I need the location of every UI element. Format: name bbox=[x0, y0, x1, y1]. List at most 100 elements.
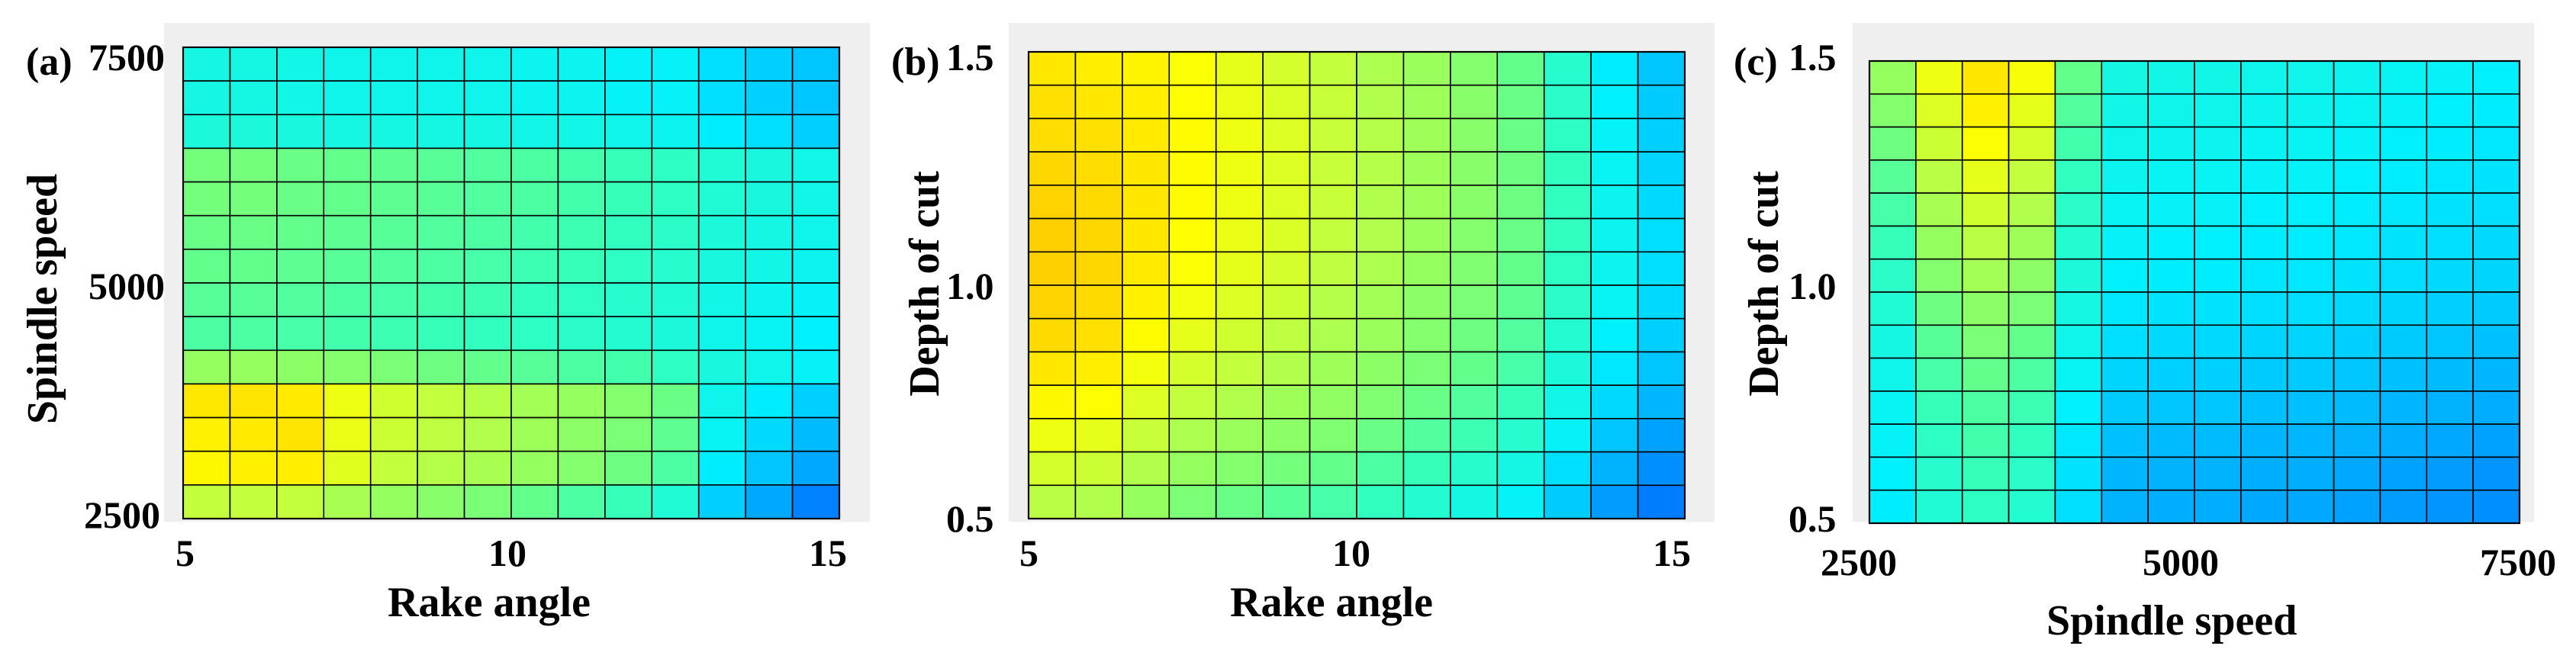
heatmap-cell bbox=[1215, 251, 1264, 286]
heatmap-cell bbox=[2008, 456, 2056, 491]
heatmap-cell bbox=[2333, 390, 2381, 425]
heatmap-cell bbox=[1496, 151, 1545, 186]
heatmap-cell bbox=[1869, 93, 1917, 128]
heatmap-cell bbox=[1262, 418, 1311, 453]
heatmap-cell bbox=[510, 349, 559, 385]
heatmap-cell bbox=[510, 80, 559, 116]
heatmap-cell bbox=[1543, 51, 1592, 86]
heatmap-cell bbox=[1590, 351, 1639, 386]
heatmap-cell bbox=[791, 47, 840, 82]
heatmap-cell bbox=[1168, 317, 1217, 353]
heatmap-cell bbox=[2240, 423, 2288, 458]
heatmap-cell bbox=[1915, 390, 1963, 425]
heatmap-cell bbox=[1590, 451, 1639, 487]
heatmap-cell bbox=[510, 316, 559, 352]
heatmap-frame bbox=[182, 46, 841, 520]
heatmap-cell bbox=[697, 181, 746, 217]
heatmap-cell bbox=[1215, 151, 1264, 186]
heatmap-cell bbox=[1074, 51, 1123, 86]
heatmap-cell bbox=[323, 316, 372, 352]
heatmap-cell bbox=[2240, 489, 2288, 524]
heatmap-cell bbox=[1915, 357, 1963, 392]
heatmap-cell bbox=[1590, 151, 1639, 186]
heatmap-cell bbox=[1450, 351, 1499, 386]
heatmap-cell bbox=[1262, 317, 1311, 353]
heatmap-cell bbox=[1309, 451, 1357, 487]
heatmap-cell bbox=[745, 47, 794, 82]
heatmap-cell bbox=[2147, 489, 2195, 524]
heatmap-cell bbox=[1450, 384, 1499, 419]
heatmap-cell bbox=[557, 47, 606, 82]
panel-a-x-tick-right: 15 bbox=[809, 532, 847, 574]
heatmap-cell bbox=[369, 249, 418, 284]
heatmap-cell bbox=[557, 349, 606, 385]
heatmap-cell bbox=[510, 416, 559, 452]
heatmap-cell bbox=[745, 349, 794, 385]
heatmap-cell bbox=[463, 249, 512, 284]
heatmap-cell bbox=[1356, 251, 1405, 286]
heatmap-cell bbox=[745, 80, 794, 116]
heatmap-cell bbox=[1869, 291, 1917, 326]
heatmap-cell bbox=[2379, 225, 2428, 260]
heatmap-cell bbox=[182, 80, 231, 116]
heatmap-cell bbox=[2194, 489, 2242, 524]
heatmap-cell bbox=[1543, 84, 1592, 120]
heatmap-cell bbox=[1309, 484, 1357, 519]
heatmap-cell bbox=[1028, 151, 1077, 186]
heatmap-cell bbox=[2101, 126, 2149, 161]
heatmap-cell bbox=[1590, 217, 1639, 253]
heatmap-cell bbox=[1168, 51, 1217, 86]
heatmap-cell bbox=[1915, 423, 1963, 458]
heatmap-cell bbox=[1590, 484, 1639, 519]
heatmap-cell bbox=[2426, 93, 2474, 128]
heatmap-cell bbox=[417, 282, 465, 317]
heatmap-cell bbox=[651, 383, 700, 419]
heatmap-cell bbox=[2147, 159, 2195, 194]
heatmap-cell bbox=[2147, 126, 2195, 161]
heatmap-cell bbox=[1590, 317, 1639, 353]
heatmap-cell bbox=[791, 181, 840, 217]
heatmap-cell bbox=[2472, 291, 2520, 326]
heatmap-cell bbox=[510, 114, 559, 149]
panel-a-label: (a) bbox=[26, 40, 72, 84]
heatmap-cell bbox=[1168, 151, 1217, 186]
heatmap-cell bbox=[1637, 51, 1686, 86]
heatmap-cell bbox=[557, 484, 606, 519]
heatmap-cell bbox=[2426, 423, 2474, 458]
heatmap-cell bbox=[1262, 185, 1311, 220]
heatmap-cell bbox=[1869, 423, 1917, 458]
heatmap-cell bbox=[1122, 284, 1170, 320]
heatmap-cell bbox=[697, 316, 746, 352]
heatmap-cell bbox=[1028, 418, 1077, 453]
heatmap-cell bbox=[745, 316, 794, 352]
heatmap-cell bbox=[1262, 217, 1311, 253]
heatmap-cell bbox=[2286, 423, 2335, 458]
heatmap-cell bbox=[2008, 324, 2056, 359]
heatmap-cell bbox=[369, 383, 418, 419]
heatmap-cell bbox=[369, 147, 418, 183]
heatmap-cell bbox=[1590, 51, 1639, 86]
heatmap-cell bbox=[2054, 258, 2103, 293]
heatmap-cell bbox=[1309, 84, 1357, 120]
heatmap-cell bbox=[791, 450, 840, 486]
heatmap-cell bbox=[323, 416, 372, 452]
heatmap-cell bbox=[2101, 60, 2149, 95]
heatmap-cell bbox=[1637, 251, 1686, 286]
heatmap-cell bbox=[1869, 390, 1917, 425]
heatmap-cell bbox=[745, 147, 794, 183]
heatmap-cell bbox=[417, 47, 465, 82]
heatmap-cell bbox=[1356, 185, 1405, 220]
heatmap-cell bbox=[1915, 258, 1963, 293]
heatmap-cell bbox=[2472, 93, 2520, 128]
heatmap-cell bbox=[1074, 185, 1123, 220]
heatmap-cell bbox=[2472, 456, 2520, 491]
heatmap-cell bbox=[1168, 451, 1217, 487]
heatmap-cell bbox=[2147, 456, 2195, 491]
heatmap-cell bbox=[1215, 217, 1264, 253]
heatmap-cell bbox=[2008, 60, 2056, 95]
heatmap-cell bbox=[2333, 93, 2381, 128]
heatmap-cell bbox=[791, 349, 840, 385]
heatmap-cell bbox=[1637, 151, 1686, 186]
heatmap-cell bbox=[182, 47, 231, 82]
heatmap-cell bbox=[1543, 351, 1592, 386]
